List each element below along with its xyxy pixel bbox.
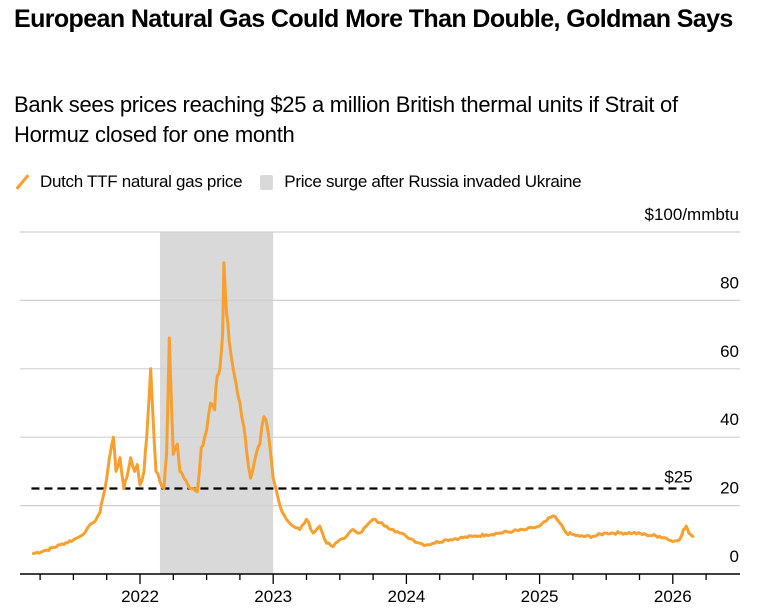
y-tick-label: 60 — [720, 342, 739, 361]
legend-item-ttf: Dutch TTF natural gas price — [14, 172, 243, 192]
legend-label-ttf: Dutch TTF natural gas price — [40, 172, 243, 191]
legend-label-surge: Price surge after Russia invaded Ukraine — [284, 172, 582, 191]
x-tick-label: 2023 — [254, 587, 292, 606]
y-tick-label: 40 — [720, 410, 739, 429]
gray-box-icon — [260, 174, 274, 190]
x-tick-label: 2022 — [121, 587, 159, 606]
x-tick-label: 2025 — [521, 587, 559, 606]
y-tick-label: 80 — [720, 273, 739, 292]
legend: Dutch TTF natural gas price Price surge … — [14, 172, 599, 192]
x-tick-label: 2024 — [387, 587, 425, 606]
legend-item-surge: Price surge after Russia invaded Ukraine — [260, 172, 582, 192]
x-tick-label: 2026 — [654, 587, 692, 606]
y-tick-label: $100/mmbtu — [645, 205, 740, 224]
shaded-region — [159, 232, 274, 574]
series-line-ttf — [31, 261, 695, 555]
chart-subtitle: Bank sees prices reaching $25 a million … — [14, 92, 678, 147]
y-tick-label: 0 — [730, 547, 739, 566]
y-tick-label: 20 — [720, 479, 739, 498]
reference-line-label: $25 — [664, 468, 692, 487]
chart-title: European Natural Gas Could More Than Dou… — [14, 5, 733, 33]
